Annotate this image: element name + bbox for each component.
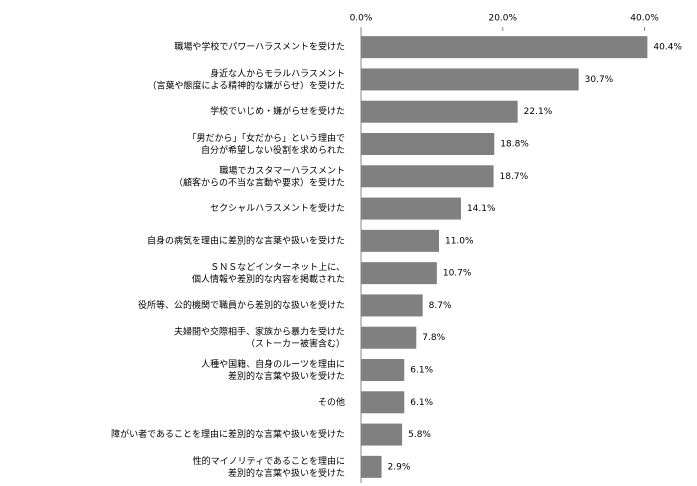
bar [361,326,417,349]
y-tick-label: 職場でカスタマーハラスメント（顧客からの不当な言動や要求）を受けた [174,164,345,188]
y-tick-label: 学校でいじめ・嫌がらせを受けた [210,105,345,117]
y-tick-label: 夫婦間や交際相手、家族から暴力を受けた（ストーカー被害含む） [174,325,345,349]
value-label: 14.1% [467,204,496,214]
bar [361,68,579,91]
x-tick-label: 20.0% [488,14,517,24]
value-label: 6.1% [410,366,433,376]
y-tick-label: その他 [318,396,345,408]
x-tick-label: 0.0% [350,14,373,24]
y-tick-label: 役所等、公的機関で職員から差別的な扱いを受けた [138,299,345,311]
bar [361,391,405,414]
value-label: 22.1% [524,107,553,117]
value-label: 18.7% [500,172,529,182]
bar [361,423,403,446]
bar [361,133,495,155]
bar [361,197,461,220]
x-tick-label: 40.0% [630,14,659,24]
value-label: 40.4% [653,43,682,53]
value-label: 2.9% [388,462,411,472]
y-tick-label: 自身の病気を理由に差別的な言葉や扱いを受けた [147,234,345,246]
value-label: 8.7% [429,301,452,311]
y-tick-label: 人種や国籍、自身のルーツを理由に差別的な言葉や扱いを受けた [201,358,345,382]
value-label: 5.8% [408,430,431,440]
y-tick-label: 身近な人からモラルハラスメント（言葉や態度による精神的な嫌がらせ）を受けた [147,67,345,91]
y-tick-label: 職場や学校でパワーハラスメントを受けた [174,41,345,53]
bar [361,359,405,381]
bar [361,294,423,317]
bar [361,100,518,123]
y-tick-label: ＳＮＳなどインターネット上に、個人情報や差別的な内容を掲載された [192,262,345,285]
bar [361,455,382,478]
bar [361,262,437,285]
value-label: 7.8% [422,333,445,343]
value-label: 11.0% [445,236,474,246]
value-label: 6.1% [410,398,433,408]
y-tick-label: 性的マイノリティであることを理由に差別的な言葉や扱いを受けた [193,454,345,478]
value-label: 30.7% [585,75,614,85]
bar [361,36,648,59]
value-label: 18.8% [500,140,529,150]
bar [361,229,439,252]
y-tick-label: セクシャルハラスメントを受けた [210,202,345,214]
y-tick-label: 障がい者であることを理由に差別的な言葉や扱いを受けた [111,428,345,440]
bar [361,165,494,188]
y-tick-label: 「男だから」「女だから」という理由で自分が希望しない役割を求められた [187,132,345,156]
value-label: 10.7% [443,269,472,279]
